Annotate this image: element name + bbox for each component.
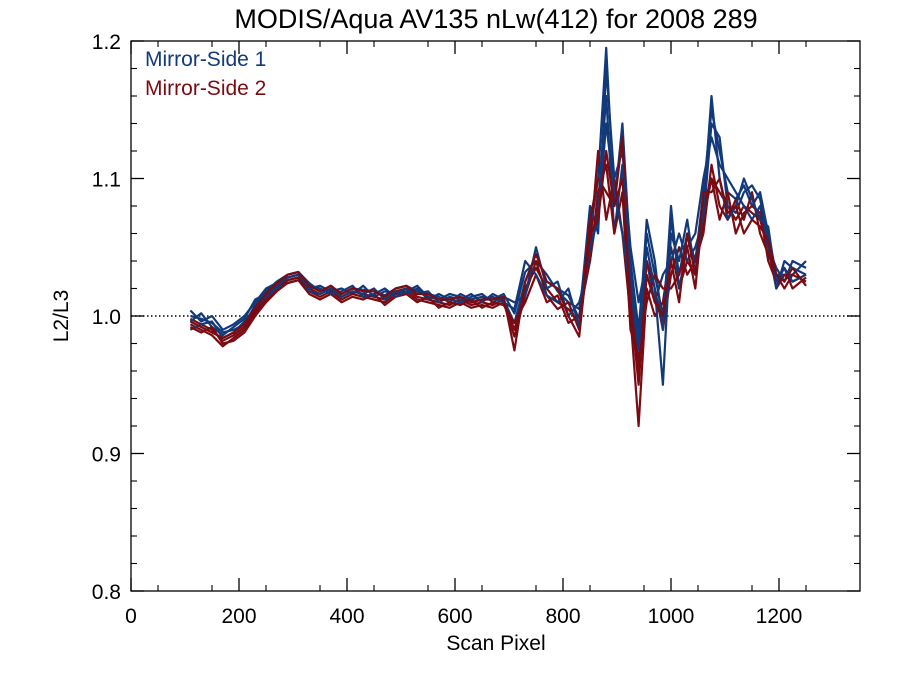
series-line-mirror-side-2-4: [189, 149, 807, 386]
series-line-mirror-side-2-3: [189, 163, 807, 359]
x-tick-label: 800: [545, 605, 580, 628]
axes: 0 200 400 600 800 1000 1200 0.8 0.9 1.0 1.1 1.2: [92, 31, 861, 628]
x-tick-label: 1000: [648, 605, 695, 628]
x-tick-label: 1200: [756, 605, 803, 628]
y-tick-label: 1.0: [92, 306, 121, 329]
x-tick-label: 200: [221, 605, 256, 628]
y-axis-label: L2/L3: [50, 290, 73, 343]
y-tick-label: 1.1: [92, 169, 121, 192]
legend-mirror-side-2: Mirror-Side 2: [145, 77, 266, 100]
chart-title: MODIS/Aqua AV135 nLw(412) for 2008 289: [234, 4, 757, 34]
x-tick-label: 400: [329, 605, 364, 628]
x-axis-label: Scan Pixel: [446, 632, 545, 655]
y-tick-label: 0.9: [92, 444, 121, 467]
legend-mirror-side-1: Mirror-Side 1: [145, 48, 266, 71]
series-line-mirror-side-1-3: [189, 94, 807, 345]
series-line-mirror-side-1-4: [189, 94, 807, 386]
series-layer: [189, 46, 807, 428]
x-tick-label: 600: [437, 605, 472, 628]
series-line-mirror-side-2-2: [189, 136, 807, 373]
x-tick-label: 0: [125, 605, 137, 628]
y-tick-label: 1.2: [92, 31, 121, 54]
legend: Mirror-Side 1 Mirror-Side 2: [145, 48, 266, 100]
y-tick-label: 0.8: [92, 581, 121, 604]
